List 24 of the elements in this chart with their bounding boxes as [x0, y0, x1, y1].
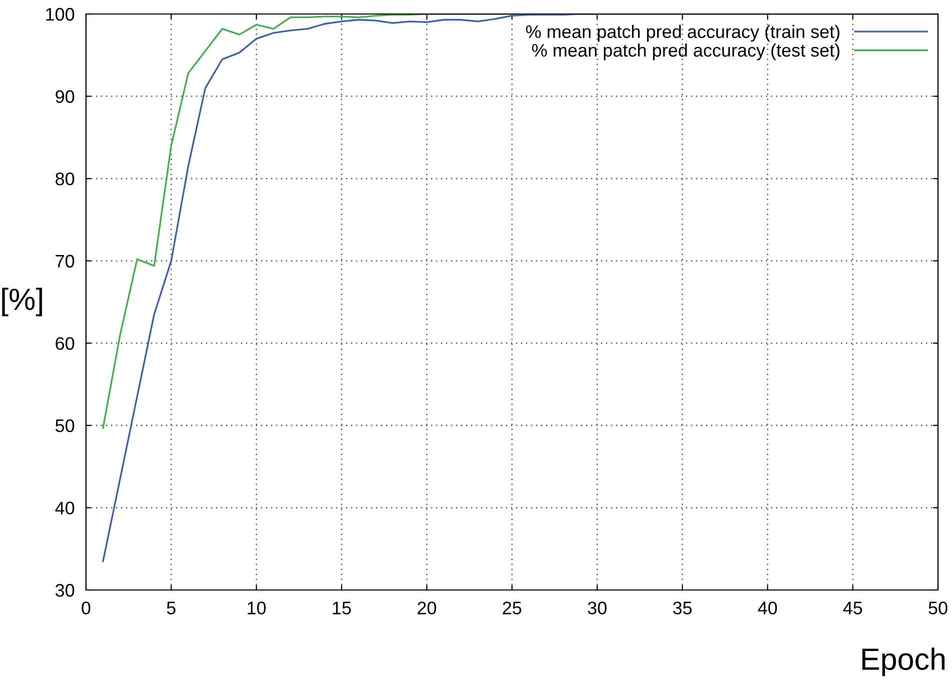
y-axis-title: [%] — [2, 288, 42, 316]
x-tick-label: 10 — [248, 602, 266, 614]
x-tick-label: 20 — [418, 602, 436, 614]
x-tick-label: 25 — [502, 602, 522, 614]
legend-label: % mean patch pred accuracy (train set) — [526, 24, 840, 42]
x-tick-label: 50 — [928, 602, 948, 614]
x-tick-label: 40 — [758, 602, 777, 614]
x-tick-label: 0 — [82, 602, 90, 614]
x-tick-label: 5 — [166, 602, 176, 614]
y-tick-label: 100 — [46, 8, 74, 21]
line-series — [102, 14, 938, 429]
x-tick-label: 30 — [588, 602, 607, 614]
legend-label: % mean patch pred accuracy (test set) — [532, 43, 840, 60]
y-tick-label: 50 — [56, 419, 74, 432]
x-tick-label: 45 — [843, 602, 862, 614]
y-tick-label: 80 — [56, 172, 74, 186]
y-tick-label: 70 — [56, 254, 74, 268]
x-tick-label: 15 — [332, 602, 351, 614]
y-tick-label: 90 — [56, 90, 74, 104]
x-axis-title: Epoch — [862, 648, 945, 676]
y-tick-label: 40 — [55, 502, 74, 514]
x-tick-label: 35 — [673, 602, 692, 614]
y-tick-label: 60 — [56, 337, 74, 350]
y-tick-label: 30 — [55, 584, 74, 597]
